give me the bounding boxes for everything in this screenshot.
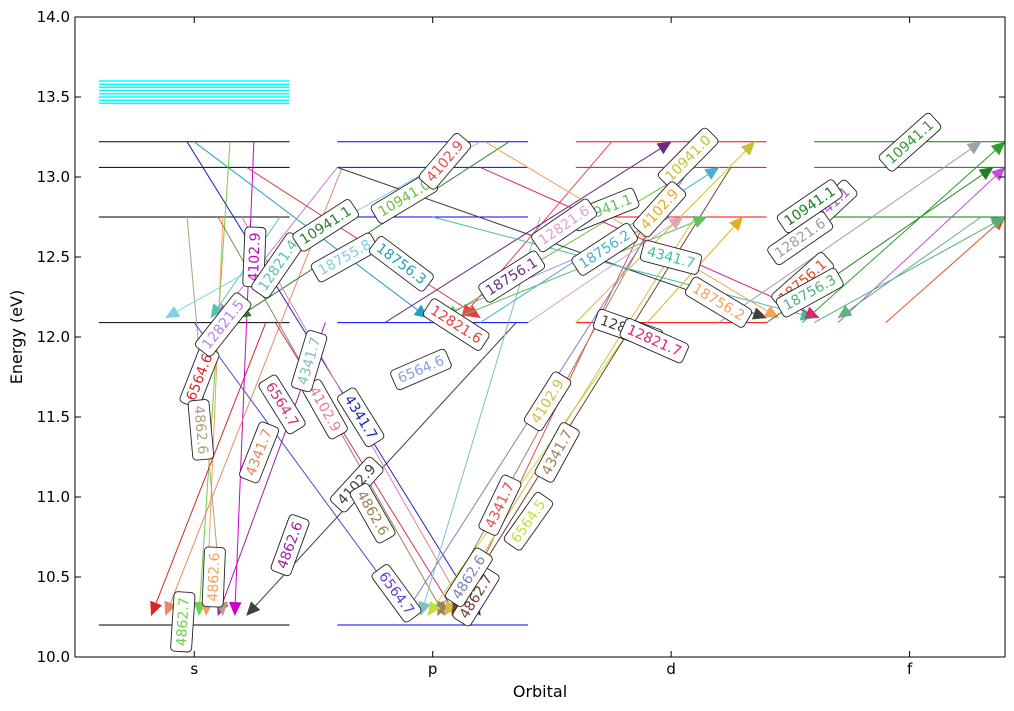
- xtick-label-s: s: [190, 660, 198, 678]
- wavelength-text-1: 4862.6: [205, 552, 223, 602]
- wavelength-box-16: [258, 374, 306, 435]
- wavelength-box-35: [619, 318, 689, 364]
- transition-arrowhead-33: [751, 307, 768, 320]
- wavelength-box-36: [657, 127, 719, 189]
- wavelength-box-26: [390, 348, 452, 391]
- ytick-label-6: 13.0: [37, 168, 70, 186]
- transition-line-22: [451, 167, 732, 616]
- transition-arrowhead-39: [990, 141, 1005, 156]
- wavelength-box-18: [478, 474, 522, 536]
- wavelength-box-21: [523, 371, 572, 432]
- wavelength-box-13: [371, 564, 422, 623]
- transition-arrowhead-20: [427, 600, 441, 616]
- y-axis-title: Energy (eV): [7, 290, 26, 384]
- xtick-label-p: p: [428, 660, 438, 678]
- wavelength-box-39: [878, 112, 942, 172]
- wavelength-box-17: [291, 330, 328, 393]
- wavelength-text-0: 4862.7: [174, 597, 193, 647]
- transition-line-41: [885, 216, 1005, 323]
- transition-line-32: [527, 216, 684, 324]
- wavelength-box-0: [170, 591, 196, 653]
- wavelength-box-25: [368, 236, 434, 292]
- transition-arrowhead-29: [656, 141, 672, 155]
- transition-arrowhead-36: [740, 141, 756, 156]
- transition-line-43: [718, 141, 982, 324]
- wavelength-label-1: 4862.6: [201, 546, 226, 608]
- ytick-label-7: 13.5: [37, 88, 70, 106]
- wavelength-box-38: [684, 276, 753, 328]
- transition-arrowhead-40: [990, 167, 1005, 182]
- transition-line-36: [575, 141, 755, 323]
- wavelength-label-4: 4102.9: [242, 226, 267, 288]
- ytick-label-2: 11.0: [37, 488, 70, 506]
- wavelength-label-6: 4862.6: [187, 399, 215, 461]
- wavelength-box-19: [534, 422, 580, 483]
- wavelength-label-0: 4862.7: [170, 591, 196, 653]
- transition-line-13: [193, 322, 410, 616]
- transition-line-2: [150, 322, 267, 616]
- transition-arrowhead-30: [692, 216, 708, 228]
- transition-line-29: [384, 141, 672, 324]
- transition-arrowhead-37: [729, 216, 744, 232]
- wavelength-box-44: [776, 179, 843, 234]
- wavelength-box-11: [292, 199, 359, 252]
- transition-line-21: [444, 216, 696, 616]
- wavelength-box-29: [478, 250, 546, 303]
- ytick-label-0: 10.0: [37, 648, 70, 666]
- wavelength-box-31: [571, 223, 638, 276]
- wavelength-box-32: [531, 198, 598, 253]
- ytick-label-1: 10.5: [37, 568, 70, 586]
- xtick-label-d: d: [666, 660, 676, 678]
- wavelength-label-20: 6564.5: [503, 492, 554, 551]
- wavelength-box-42: [775, 267, 844, 318]
- transition-arrowhead-31: [704, 167, 720, 180]
- wavelength-text-6: 4862.6: [190, 405, 210, 455]
- wavelength-box-28: [418, 133, 472, 190]
- ytick-label-8: 14.0: [37, 8, 70, 26]
- transition-line-20: [427, 322, 636, 616]
- wavelength-box-9: [194, 292, 252, 357]
- wavelength-box-6: [187, 399, 215, 461]
- x-axis-title: Orbital: [513, 682, 567, 701]
- transition-line-4: [234, 141, 255, 616]
- axis-ticks: 10.0 10.5 11.0 11.5 12.0 12.5 13.0 13.5 14.0 s p d f: [37, 8, 1005, 678]
- transition-line-18: [456, 216, 648, 616]
- wavelength-box-23: [445, 547, 493, 607]
- transition-arrowhead-4: [228, 601, 242, 616]
- wavelength-box-10: [310, 232, 379, 283]
- wavelength-text-4: 4102.9: [246, 232, 264, 282]
- transition-arrowhead-42: [990, 216, 1005, 230]
- ytick-label-3: 11.5: [37, 408, 70, 426]
- transition-arrowhead-44: [978, 167, 994, 181]
- transition-arrowhead-38: [763, 305, 779, 319]
- wavelength-box-3: [270, 514, 310, 577]
- transition-arrowhead-10: [165, 305, 181, 319]
- wavelength-box-37: [633, 181, 687, 238]
- transition-line-40: [837, 167, 1005, 323]
- transition-line-42: [813, 216, 1005, 324]
- transition-line-45: [837, 216, 982, 319]
- wavelength-box-5: [239, 421, 280, 484]
- transition-arrowhead-21: [444, 600, 458, 616]
- wavelength-box-20: [503, 492, 554, 551]
- wavelength-label-17: 4341.7: [291, 330, 328, 393]
- wavelength-box-12: [337, 387, 385, 448]
- wavelength-box-1: [201, 546, 226, 608]
- ytick-label-4: 12.0: [37, 328, 70, 346]
- transition-arrowhead-7: [246, 601, 261, 616]
- wavelength-box-34: [639, 240, 703, 275]
- wavelength-box-14: [349, 483, 396, 544]
- xtick-label-f: f: [907, 660, 913, 678]
- transition-line-39: [801, 141, 1005, 323]
- wavelength-box-24: [422, 298, 490, 351]
- transition-line-0: [198, 141, 231, 616]
- transition-arrowhead-45: [837, 304, 853, 319]
- ytick-label-5: 12.5: [37, 248, 70, 266]
- transition-arrowhead-2: [150, 600, 163, 616]
- transition-arrowhead-43: [966, 141, 982, 155]
- transition-arrowhead-8: [210, 303, 224, 319]
